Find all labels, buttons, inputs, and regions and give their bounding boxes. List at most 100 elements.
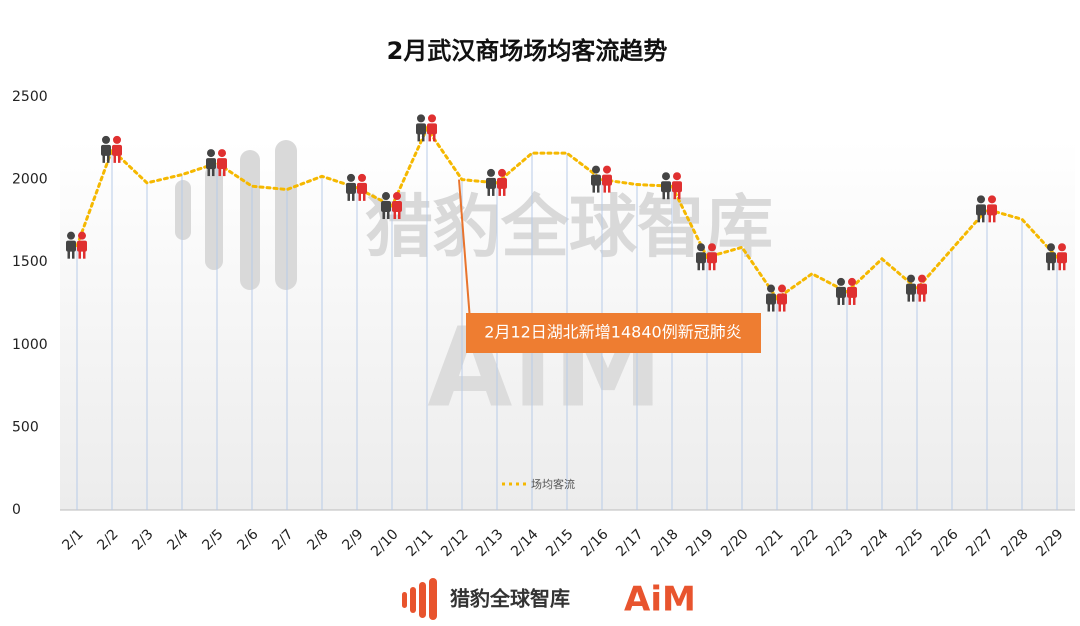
icon-body bbox=[847, 286, 857, 298]
x-tick-label: 2/1 bbox=[59, 526, 86, 553]
point-icon bbox=[766, 284, 787, 312]
point-icon bbox=[486, 168, 507, 196]
x-tick-label: 2/2 bbox=[94, 526, 121, 553]
icon-leg bbox=[783, 303, 786, 312]
icon-leg bbox=[212, 168, 215, 177]
x-tick-label: 2/18 bbox=[648, 526, 682, 560]
icon-leg bbox=[597, 184, 600, 193]
icon-leg bbox=[78, 250, 81, 259]
watermark-logo bbox=[175, 140, 297, 290]
icon-head bbox=[382, 192, 390, 201]
icon-leg bbox=[977, 214, 980, 223]
icon-head bbox=[207, 149, 215, 158]
icon-leg bbox=[428, 133, 431, 142]
point-icon bbox=[906, 274, 927, 302]
icon-head bbox=[417, 114, 425, 123]
footer-logo bbox=[402, 578, 437, 620]
point-icon bbox=[101, 135, 122, 163]
icon-head bbox=[592, 165, 600, 174]
icon-leg bbox=[1047, 262, 1050, 271]
icon-body bbox=[987, 204, 997, 216]
point-icon bbox=[661, 172, 682, 200]
icon-body bbox=[1046, 252, 1056, 264]
icon-leg bbox=[72, 250, 75, 259]
icon-body bbox=[77, 240, 87, 252]
icon-leg bbox=[673, 191, 676, 200]
icon-leg bbox=[772, 303, 775, 312]
icon-head bbox=[347, 173, 355, 182]
point-icon bbox=[976, 195, 997, 223]
icon-head bbox=[918, 274, 926, 283]
icon-leg bbox=[102, 154, 105, 163]
icon-leg bbox=[837, 296, 840, 305]
point-icon bbox=[836, 277, 857, 305]
icon-body bbox=[392, 201, 402, 213]
icon-head bbox=[907, 274, 915, 283]
icon-body bbox=[906, 283, 916, 295]
icon-leg bbox=[848, 296, 851, 305]
x-tick-label: 2/10 bbox=[368, 526, 402, 560]
x-tick-label: 2/13 bbox=[473, 526, 507, 560]
icon-body bbox=[357, 182, 367, 194]
point-icon bbox=[416, 114, 437, 142]
y-tick-label: 500 bbox=[12, 419, 39, 435]
icon-body bbox=[707, 252, 717, 264]
footer-logo-text: AiM bbox=[624, 580, 696, 620]
y-tick-label: 0 bbox=[12, 502, 21, 518]
point-icon bbox=[1046, 243, 1067, 271]
point-icon bbox=[346, 173, 367, 201]
x-tick-label: 2/11 bbox=[403, 526, 437, 560]
icon-leg bbox=[503, 187, 506, 196]
icon-leg bbox=[393, 211, 396, 220]
icon-leg bbox=[603, 184, 606, 193]
icon-head bbox=[1047, 243, 1055, 252]
icon-body bbox=[206, 158, 216, 170]
icon-body bbox=[836, 286, 846, 298]
x-tick-label: 2/5 bbox=[199, 526, 226, 553]
icon-leg bbox=[363, 192, 366, 201]
icon-body bbox=[217, 158, 227, 170]
x-tick-label: 2/9 bbox=[339, 526, 366, 553]
icon-leg bbox=[982, 214, 985, 223]
icon-leg bbox=[853, 296, 856, 305]
icon-leg bbox=[667, 191, 670, 200]
legend-label: 场均客流 bbox=[531, 477, 575, 491]
icon-head bbox=[767, 284, 775, 293]
x-tick-label: 2/20 bbox=[718, 526, 752, 560]
icon-leg bbox=[487, 187, 490, 196]
icon-leg bbox=[592, 184, 595, 193]
icon-head bbox=[1058, 243, 1066, 252]
footer-brand: 猎豹全球智库 bbox=[450, 587, 570, 611]
icon-body bbox=[591, 174, 601, 186]
icon-body bbox=[602, 174, 612, 186]
icon-head bbox=[102, 135, 110, 144]
icon-body bbox=[672, 181, 682, 193]
y-tick-label: 1500 bbox=[12, 254, 48, 270]
icon-leg bbox=[207, 168, 210, 177]
icon-head bbox=[708, 243, 716, 252]
icon-leg bbox=[387, 211, 390, 220]
icon-leg bbox=[382, 211, 385, 220]
x-tick-label: 2/6 bbox=[234, 526, 261, 553]
icon-head bbox=[487, 168, 495, 177]
icon-head bbox=[848, 277, 856, 286]
icon-head bbox=[673, 172, 681, 181]
icon-leg bbox=[358, 192, 361, 201]
icon-leg bbox=[767, 303, 770, 312]
icon-body bbox=[777, 293, 787, 305]
icon-body bbox=[112, 144, 122, 156]
icon-leg bbox=[1058, 262, 1061, 271]
icon-body bbox=[101, 144, 111, 156]
icon-body bbox=[661, 181, 671, 193]
icon-body bbox=[66, 240, 76, 252]
icon-head bbox=[358, 173, 366, 182]
icon-body bbox=[416, 123, 426, 135]
icon-leg bbox=[662, 191, 665, 200]
icon-body bbox=[696, 252, 706, 264]
x-tick-label: 2/7 bbox=[269, 526, 296, 553]
icon-leg bbox=[347, 192, 350, 201]
x-tick-label: 2/8 bbox=[304, 526, 331, 553]
icon-body bbox=[427, 123, 437, 135]
x-tick-label: 2/22 bbox=[788, 526, 822, 560]
